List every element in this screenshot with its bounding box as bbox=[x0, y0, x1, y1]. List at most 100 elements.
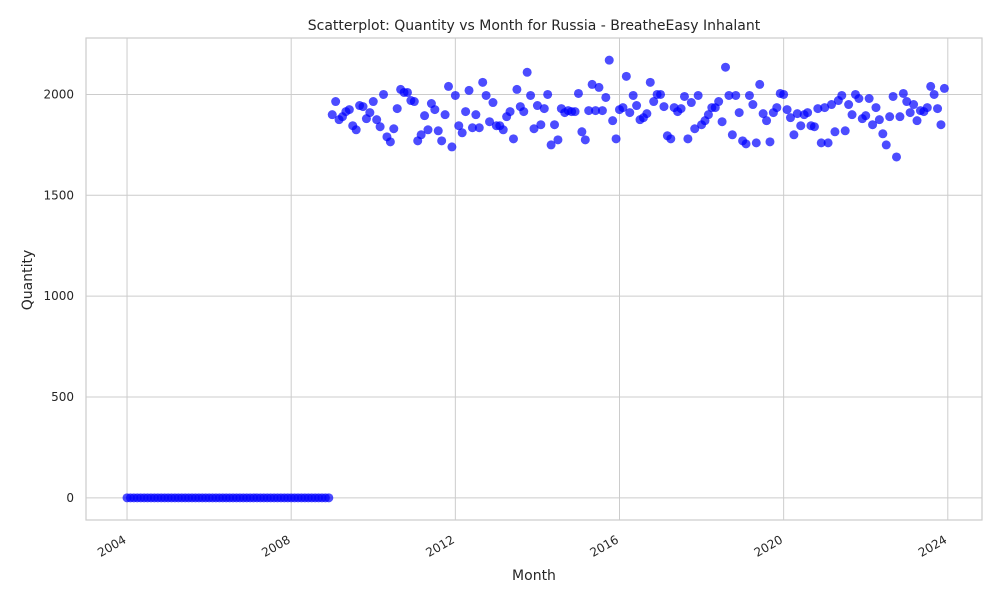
data-point bbox=[594, 82, 604, 92]
data-point bbox=[331, 97, 341, 107]
data-point bbox=[645, 77, 655, 87]
data-point bbox=[789, 130, 799, 140]
y-tick-label: 0 bbox=[66, 491, 74, 505]
data-point bbox=[796, 121, 806, 131]
data-point bbox=[539, 104, 549, 114]
y-tick-label: 500 bbox=[51, 390, 74, 404]
data-point bbox=[929, 89, 939, 99]
data-point bbox=[444, 81, 454, 91]
data-point bbox=[751, 138, 761, 148]
data-point bbox=[461, 107, 471, 117]
data-point bbox=[844, 100, 854, 110]
x-tick-label: 2020 bbox=[752, 532, 785, 559]
data-point bbox=[447, 142, 457, 152]
data-point bbox=[433, 126, 443, 136]
data-point bbox=[905, 108, 915, 118]
data-point bbox=[874, 115, 884, 125]
data-point bbox=[820, 103, 830, 113]
data-point bbox=[936, 120, 946, 130]
data-point bbox=[481, 90, 491, 100]
data-point bbox=[683, 134, 693, 144]
y-tick-labels: 0 500 1000 1500 2000 bbox=[43, 87, 74, 504]
data-point bbox=[714, 97, 724, 107]
y-tick-label: 1500 bbox=[43, 188, 74, 202]
data-point bbox=[379, 89, 389, 99]
data-point bbox=[573, 88, 583, 98]
data-point bbox=[679, 91, 689, 101]
plot-area bbox=[85, 37, 983, 521]
data-point bbox=[543, 89, 553, 99]
data-point bbox=[621, 71, 631, 81]
data-point bbox=[703, 110, 713, 120]
data-point bbox=[512, 84, 522, 94]
data-point bbox=[912, 116, 922, 126]
data-point bbox=[628, 90, 638, 100]
data-point bbox=[570, 107, 580, 117]
data-point bbox=[632, 101, 642, 111]
data-point bbox=[550, 120, 560, 130]
data-point bbox=[902, 97, 912, 107]
data-point bbox=[508, 134, 518, 144]
data-point bbox=[727, 130, 737, 140]
data-point bbox=[686, 98, 696, 108]
data-point bbox=[721, 62, 731, 72]
data-point bbox=[457, 128, 467, 138]
data-point bbox=[888, 91, 898, 101]
data-point bbox=[591, 106, 601, 116]
data-point bbox=[608, 116, 618, 126]
data-point bbox=[871, 103, 881, 113]
data-point bbox=[813, 104, 823, 114]
data-point bbox=[690, 124, 700, 134]
data-point bbox=[734, 108, 744, 118]
data-point bbox=[909, 100, 919, 110]
data-point bbox=[758, 109, 768, 119]
data-point bbox=[847, 110, 857, 120]
data-point bbox=[532, 101, 542, 111]
data-point bbox=[529, 124, 539, 134]
data-point bbox=[478, 77, 488, 87]
data-point bbox=[939, 83, 949, 93]
data-point bbox=[505, 107, 515, 117]
x-tick-label: 2024 bbox=[916, 532, 949, 559]
data-point bbox=[358, 102, 368, 112]
data-point bbox=[803, 108, 813, 118]
data-point bbox=[375, 122, 385, 132]
data-point bbox=[881, 140, 891, 150]
data-point bbox=[611, 134, 621, 144]
data-point bbox=[584, 106, 594, 116]
data-point bbox=[437, 136, 447, 146]
data-point bbox=[526, 90, 536, 100]
data-point bbox=[536, 120, 546, 130]
data-point bbox=[762, 116, 772, 126]
data-point bbox=[772, 103, 782, 113]
y-tick-label: 1000 bbox=[43, 289, 74, 303]
data-point bbox=[385, 137, 395, 147]
data-point bbox=[854, 94, 864, 104]
x-tick-labels: 2004 2008 2012 2016 2020 2024 bbox=[95, 532, 949, 559]
x-tick-label: 2016 bbox=[588, 532, 621, 559]
data-point bbox=[922, 103, 932, 113]
data-point bbox=[324, 493, 334, 503]
data-point bbox=[765, 137, 775, 147]
data-point bbox=[731, 90, 741, 100]
data-point bbox=[926, 81, 936, 91]
data-point bbox=[642, 109, 652, 119]
data-point bbox=[546, 140, 556, 150]
data-point bbox=[717, 117, 727, 127]
x-axis-label: Month bbox=[512, 568, 556, 584]
data-point bbox=[577, 127, 587, 137]
data-point bbox=[498, 125, 508, 135]
y-axis-label: Quantity bbox=[20, 250, 36, 311]
data-point bbox=[755, 79, 765, 89]
data-point bbox=[816, 138, 826, 148]
data-point bbox=[724, 90, 734, 100]
data-point bbox=[601, 92, 611, 102]
data-point bbox=[744, 90, 754, 100]
data-point bbox=[416, 130, 426, 140]
data-point bbox=[676, 104, 686, 114]
x-tick-label: 2004 bbox=[95, 532, 128, 559]
data-point bbox=[782, 105, 792, 115]
data-point bbox=[440, 110, 450, 120]
data-point bbox=[402, 87, 412, 97]
